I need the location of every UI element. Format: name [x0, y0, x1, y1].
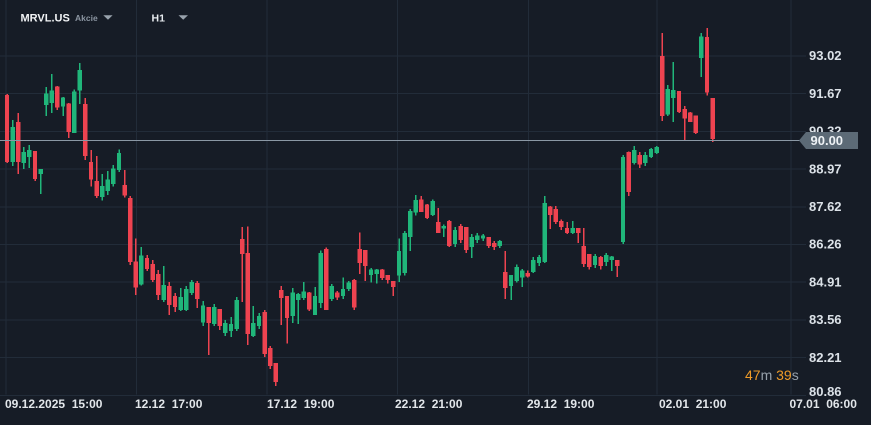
- svg-text:86.26: 86.26: [809, 237, 842, 252]
- svg-text:91.67: 91.67: [809, 86, 842, 101]
- svg-text:H1: H1: [152, 13, 166, 25]
- svg-text:22.12 21:00: 22.12 21:00: [395, 397, 463, 411]
- svg-text:12.12 17:00: 12.12 17:00: [135, 397, 203, 411]
- svg-text:02.01 21:00: 02.01 21:00: [659, 397, 727, 411]
- svg-text:MRVL.US: MRVL.US: [21, 13, 70, 25]
- svg-text:88.97: 88.97: [809, 161, 842, 176]
- svg-text:87.62: 87.62: [809, 199, 842, 214]
- svg-text:Akcie: Akcie: [75, 13, 98, 23]
- svg-text:93.02: 93.02: [809, 48, 842, 63]
- svg-text:90.00: 90.00: [811, 133, 844, 148]
- svg-text:17.12 19:00: 17.12 19:00: [267, 397, 335, 411]
- svg-text:84.91: 84.91: [809, 274, 842, 289]
- svg-text:83.56: 83.56: [809, 312, 842, 327]
- svg-text:47m 39s: 47m 39s: [745, 367, 799, 383]
- svg-text:29.12 19:00: 29.12 19:00: [527, 397, 595, 411]
- svg-text:82.21: 82.21: [809, 350, 842, 365]
- svg-text:07.01 06:00: 07.01 06:00: [790, 397, 858, 411]
- svg-text:09.12.2025 15:00: 09.12.2025 15:00: [5, 397, 103, 411]
